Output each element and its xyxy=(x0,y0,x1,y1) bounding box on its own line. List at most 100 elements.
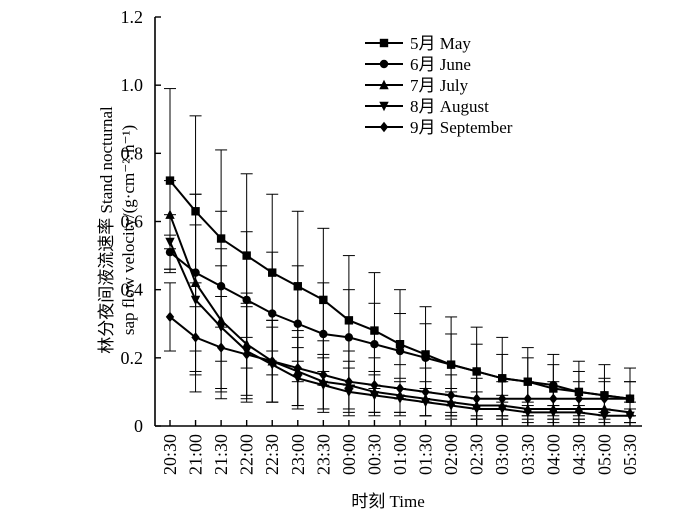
x-tick-label: 04:00 xyxy=(543,434,563,475)
point-diamond xyxy=(344,376,354,387)
point-diamond xyxy=(370,379,379,391)
legend-label: 5月 May xyxy=(410,34,471,53)
legend: 5月 May 6月 June 7月 July 8月 August 9月 Septembe… xyxy=(365,34,513,137)
point-triangle-down xyxy=(369,391,380,401)
point-circle xyxy=(472,367,481,376)
point-diamond xyxy=(574,393,584,404)
x-ticks: 20:30 21:00 21:30 22:00 22:30 23:00 23:30 00:00… xyxy=(160,420,640,475)
point-circle xyxy=(242,295,251,305)
x-tick-label: 02:00 xyxy=(441,434,461,475)
point-diamond xyxy=(625,393,635,404)
x-tick-label: 00:30 xyxy=(364,434,384,475)
point-circle xyxy=(498,374,507,383)
point-circle xyxy=(268,309,277,318)
x-tick-label: 21:00 xyxy=(186,434,206,475)
x-tick-label: 21:30 xyxy=(211,434,231,475)
y-tick-label: 0 xyxy=(134,416,143,436)
point-triangle-down xyxy=(216,322,226,333)
point-circle xyxy=(549,380,558,390)
point-triangle-down xyxy=(574,408,584,418)
point-square xyxy=(395,340,405,349)
point-triangle-down xyxy=(190,295,201,306)
x-tick-label: 22:00 xyxy=(237,434,257,475)
point-triangle-down xyxy=(446,401,456,411)
point-triangle-down xyxy=(395,394,405,404)
point-triangle-up xyxy=(190,277,201,288)
x-tick-label: 00:00 xyxy=(339,434,359,475)
point-triangle-down xyxy=(318,380,329,391)
point-square xyxy=(216,234,226,243)
legend-label: 8月 August xyxy=(410,97,489,116)
point-square xyxy=(293,282,302,291)
point-diamond xyxy=(293,362,302,374)
x-tick-label: 05:00 xyxy=(594,434,614,475)
point-triangle-down xyxy=(625,411,635,421)
point-diamond xyxy=(549,393,558,404)
point-diamond xyxy=(523,393,532,404)
point-diamond xyxy=(395,383,405,394)
point-circle xyxy=(421,353,430,363)
point-triangle-down xyxy=(548,408,559,418)
x-tick-label: 23:00 xyxy=(288,434,308,475)
x-tick-label: 20:30 xyxy=(160,434,180,475)
x-axis-title: 时刻 Time xyxy=(351,492,425,511)
point-square xyxy=(165,176,175,185)
x-tick-label: 01:00 xyxy=(390,434,410,475)
y-tick-label: 0.8 xyxy=(121,143,144,163)
x-tick-label: 03:30 xyxy=(518,434,538,475)
point-square xyxy=(370,326,379,335)
x-tick-label: 03:00 xyxy=(492,434,512,475)
x-tick-label: 02:30 xyxy=(467,434,487,475)
point-diamond xyxy=(472,393,481,404)
point-circle xyxy=(370,340,379,349)
legend-label: 7月 July xyxy=(410,76,469,95)
x-tick-label: 22:30 xyxy=(262,434,282,475)
legend-marker-square xyxy=(379,38,389,48)
point-diamond xyxy=(165,311,175,323)
point-diamond xyxy=(242,349,251,360)
point-triangle-down xyxy=(471,404,482,415)
point-triangle-up xyxy=(216,315,226,325)
y-axis-title: 林分夜间液流速率 Stand nocturnal sap flow veloci… xyxy=(97,106,138,354)
point-triangle-down xyxy=(165,237,175,248)
point-diamond xyxy=(319,369,328,381)
y-axis-title-line2: sap flow velocity/(g·cm⁻²·h⁻¹) xyxy=(119,125,138,335)
series-markers xyxy=(165,176,635,421)
point-triangle-down xyxy=(523,408,533,418)
point-triangle-up xyxy=(165,209,175,219)
y-tick-label: 1.2 xyxy=(121,7,144,27)
point-triangle-down xyxy=(344,387,354,398)
point-square xyxy=(344,316,354,325)
point-circle xyxy=(523,377,532,386)
point-diamond xyxy=(446,390,456,401)
y-tick-label: 1.0 xyxy=(121,75,144,95)
point-triangle-up xyxy=(241,339,252,349)
point-circle xyxy=(293,319,302,328)
legend-label: 9月 September xyxy=(410,118,513,137)
point-square xyxy=(319,295,328,305)
point-diamond xyxy=(268,356,277,367)
x-tick-label: 01:30 xyxy=(416,434,436,475)
point-triangle-down xyxy=(420,397,431,408)
point-diamond xyxy=(600,393,609,404)
point-square xyxy=(268,268,277,277)
error-bars xyxy=(164,88,636,427)
point-circle xyxy=(344,333,354,342)
point-triangle-down xyxy=(293,374,303,384)
point-circle xyxy=(191,268,200,277)
point-diamond xyxy=(498,393,507,404)
point-circle xyxy=(574,387,584,397)
point-diamond xyxy=(421,386,430,398)
legend-marker-circle xyxy=(379,59,389,69)
y-tick-label: 0.2 xyxy=(121,348,144,368)
legend-marker-triangle-down xyxy=(379,101,389,112)
y-tick-label: 0.4 xyxy=(121,280,144,300)
point-square xyxy=(242,251,251,260)
point-triangle-down xyxy=(599,411,610,421)
y-tick-label: 0.6 xyxy=(121,212,144,232)
x-tick-label: 05:30 xyxy=(620,434,640,475)
x-tick-label: 04:30 xyxy=(569,434,589,475)
point-square xyxy=(191,207,200,216)
y-axis-title-line1: 林分夜间液流速率 Stand nocturnal xyxy=(97,106,116,354)
